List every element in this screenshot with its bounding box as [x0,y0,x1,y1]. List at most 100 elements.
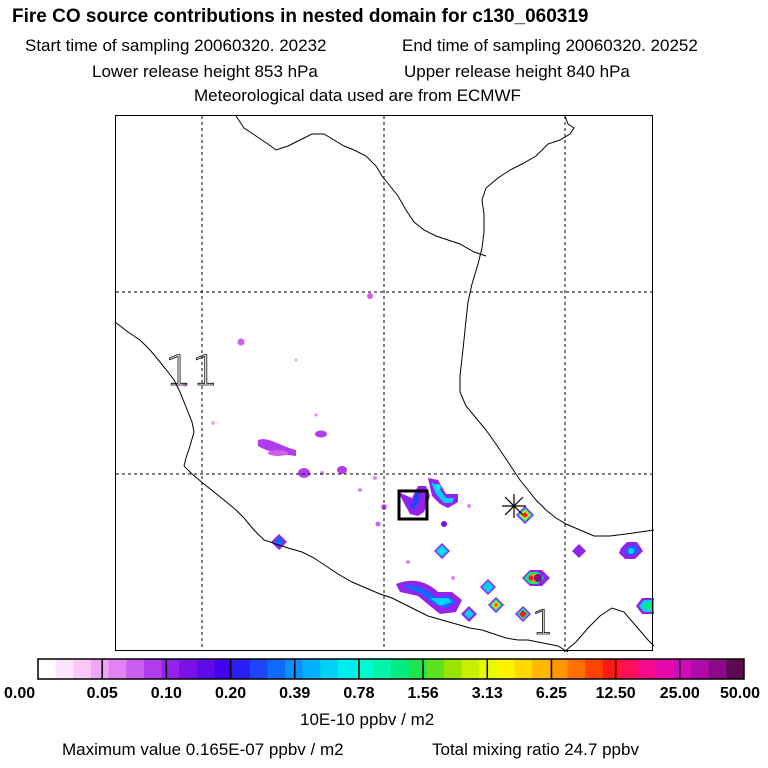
plume-blob [404,491,420,510]
colorbar-cell [408,659,427,679]
colorbar-cell [726,659,745,679]
colorbar-frame [37,658,745,680]
plume-blob [294,358,298,362]
colorbar-cell [90,659,110,679]
colorbar-cell [496,659,516,679]
colorbar-cell [567,659,586,679]
site-star-marker [502,494,526,518]
colorbar-tick-label: 0.00 [4,685,35,702]
hotspot [516,506,534,524]
plume-blob [314,413,318,417]
plume-blob [183,383,187,387]
lower-release-height: Lower release height 853 hPa [92,62,318,81]
colorbar-cell [373,659,392,679]
map-label-right: 1 [532,603,554,643]
colorbar-cell [267,659,286,679]
colorbar-tick-label: 25.00 [660,685,700,702]
plume-blob [367,293,373,299]
plume-blob [467,504,471,508]
upper-release-height: Upper release height 840 hPa [404,62,630,81]
met-data-source: Meteorological data used are from ECMWF [194,86,521,105]
grid-lines [116,116,652,650]
hotspot [488,597,504,613]
colorbar-cell [355,659,374,679]
colorbar-cell [638,659,657,679]
total-mixing-ratio: Total mixing ratio 24.7 ppbv [432,740,639,759]
colorbar-cells [38,659,745,679]
colorbar-cell [443,659,463,679]
release-box [397,489,429,521]
hotspot [522,570,550,586]
colorbar-cell [532,659,551,679]
colorbar-cell [708,659,727,679]
colorbar-cell [214,659,233,679]
colorbar-cell [479,659,498,679]
hotspot [636,598,654,614]
plume-blob [430,598,452,606]
colorbar-cell [620,659,639,679]
colorbar-cell [691,659,710,679]
colorbar-cell [232,659,251,679]
colorbar-cell [73,659,92,679]
plume-blob [435,484,441,490]
colorbar-cell [391,659,410,679]
colorbar-cell [655,659,674,679]
hotspot [480,579,496,595]
colorbar-cell [108,659,127,679]
coastlines [114,115,655,653]
colorbar: 0.00 0.05 0.10 0.20 0.39 0.78 1.56 3.13 6.25 12.5… [4,658,760,702]
maximum-value: Maximum value 0.165E-07 ppbv / m2 [62,740,344,759]
plume-blob [406,560,410,564]
coastline-west [114,321,569,653]
colorbar-cell [320,659,339,679]
colorbar-tick-label: 12.50 [596,685,636,702]
hotspot [515,606,531,622]
plume-blob [268,450,288,456]
concentration-field [183,293,654,622]
colorbar-cell [143,659,163,679]
colorbar-cell [673,659,692,679]
colorbar-tick-label: 0.05 [87,685,118,702]
hotspot [434,543,450,559]
coastline-north-west [235,115,487,257]
start-time: Start time of sampling 20060320. 20232 [25,36,327,55]
colorbar-tick-label: 1.56 [408,685,439,702]
colorbar-cell [602,659,621,679]
colorbar-cell [461,659,480,679]
colorbar-cell [126,659,145,679]
map-frame [115,115,653,651]
colorbar-cell [161,659,180,679]
colorbar-cell [302,659,321,679]
plume-blob [358,488,362,492]
end-time: End time of sampling 20060320. 20252 [402,36,698,55]
colorbar-cell [426,659,445,679]
colorbar-cell [55,659,74,679]
plume-blob [451,576,455,580]
colorbar-cell [179,659,198,679]
colorbar-cell [585,659,604,679]
colorbar-tick-label: 0.39 [279,685,310,702]
colorbar-unit-label: 10E-10 ppbv / m2 [300,710,435,729]
map-label-left: 11 [165,346,218,395]
chart-title: Fire CO source contributions in nested d… [12,6,589,27]
plume-blob [337,466,347,474]
plume-blob [441,521,447,527]
hotspot [461,606,477,622]
colorbar-tick-label: 0.78 [343,685,374,702]
colorbar-tick-label: 50.00 [720,685,760,702]
hotspot [572,544,586,558]
hotspot [619,542,643,559]
colorbar-tick-label: 0.20 [215,685,246,702]
coastline-south-east [563,607,655,653]
colorbar-cell [338,659,357,679]
plume-blob [237,338,245,346]
plume-blob [315,430,327,438]
map-panel: 11 1 [114,115,655,653]
colorbar-tick-label: 6.25 [536,685,567,702]
colorbar-cell [196,659,215,679]
plume-blob [298,468,310,478]
coastline-gulf [459,115,655,537]
colorbar-labels: 0.00 0.05 0.10 0.20 0.39 0.78 1.56 3.13 6.25 12.5… [4,659,760,702]
plume-blob [373,476,377,480]
colorbar-cell [549,659,568,679]
